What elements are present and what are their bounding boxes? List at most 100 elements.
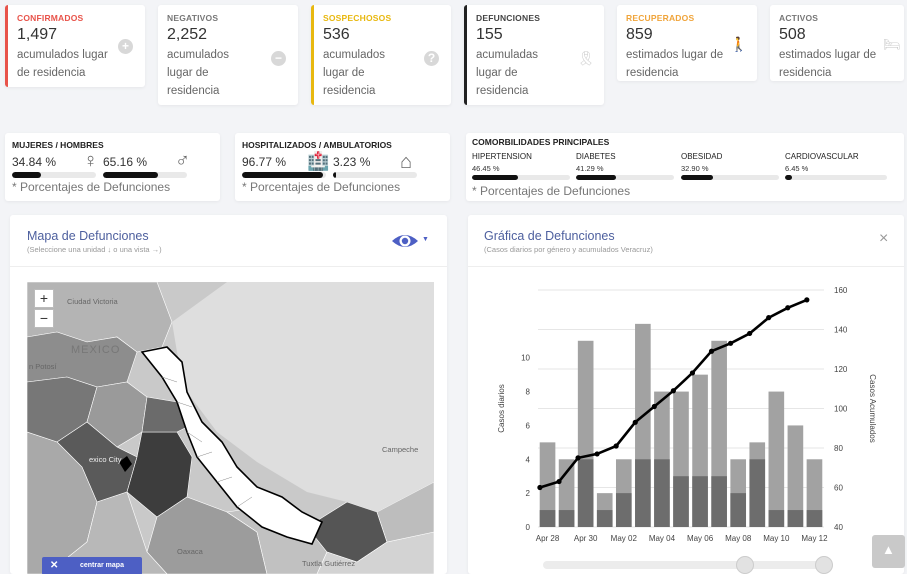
bar-lower — [615, 493, 632, 527]
women-bar — [12, 172, 96, 178]
cumulative-point — [785, 305, 791, 311]
chart-svg: 40 60 80 100 120 140 160 0 2 4 6 8 10 Apr 28 Apr 30 May… — [497, 286, 877, 543]
walking-icon: 🚶 — [730, 36, 748, 52]
zoom-in-button[interactable]: + — [34, 289, 54, 308]
y-left-tick-label: 2 — [526, 489, 531, 498]
y-right-tick-label: 60 — [834, 484, 843, 493]
bar-lower — [768, 510, 785, 527]
stat-card-sospechosos[interactable]: SOSPECHOSOS 536 acumulados lugar de resi… — [311, 5, 451, 105]
comorbidity-pct: 41.29 % — [576, 164, 604, 173]
bar-lower — [806, 510, 823, 527]
stat-card-negativos[interactable]: NEGATIVOS 2,252 acumulados lugar de resi… — [158, 5, 298, 105]
minus-circle-icon: − — [271, 51, 286, 66]
cumulative-point — [766, 315, 772, 321]
hospital-icon: 🏥 — [307, 151, 330, 171]
bar-lower — [749, 459, 766, 527]
gender-card: MUJERES / HOMBRES 34.84 % ♀ 65.16 % ♂ * … — [5, 133, 220, 201]
map-canvas[interactable]: Ciudad Victoria MEXICO n Potosí exico Ci… — [27, 282, 434, 574]
bar-lower — [596, 510, 613, 527]
stat-label: CONFIRMADOS — [17, 13, 84, 23]
stat-sub: acumuladas lugar de residencia — [476, 49, 539, 97]
hosp-bar-fill — [242, 172, 324, 178]
cumulative-point — [651, 403, 657, 410]
stat-card-recuperados[interactable]: RECUPERADOS 859 estimados lugar de resid… — [617, 5, 757, 81]
y-right-axis-title: Casos Acumulados — [868, 374, 877, 442]
center-map-button[interactable]: ✕ centrar mapa — [42, 557, 142, 574]
y-right-tick-label: 120 — [834, 365, 848, 374]
cumulative-point — [575, 455, 581, 461]
map-label-mexico: MEXICO — [71, 344, 121, 356]
cumulative-point — [537, 484, 543, 491]
cumulative-point — [670, 388, 676, 394]
chart-subtitle: (Casos diarios por género y acumulados V… — [484, 245, 653, 254]
view-selector[interactable]: ▼ — [390, 231, 432, 253]
y-left-axis-title: Casos diarios — [497, 384, 506, 432]
stat-card-confirmados[interactable]: CONFIRMADOS 1,497 acumulados lugar de re… — [5, 5, 145, 87]
comorbidity-bar — [576, 175, 674, 180]
plus-circle-icon: + — [118, 39, 133, 54]
comorbidity-label: OBESIDAD — [681, 152, 723, 161]
cumulative-point — [689, 370, 696, 376]
comorbidities-title: COMORBILIDADES PRINCIPALES — [472, 137, 610, 147]
amb-pct: 3.23 % — [333, 155, 371, 169]
y-right-tick-label: 80 — [834, 444, 843, 453]
stat-label: RECUPERADOS — [626, 13, 695, 23]
comorbidity-pct: 32.90 % — [681, 164, 709, 173]
comorbidity-bar — [785, 175, 887, 180]
bar-lower — [577, 459, 594, 527]
cumulative-point — [594, 451, 600, 457]
bar-total — [787, 425, 804, 527]
scroll-top-button[interactable]: ▲ — [872, 535, 905, 568]
close-icon[interactable]: × — [879, 230, 889, 247]
men-bar — [103, 172, 187, 178]
map-label-victoria: Ciudad Victoria — [67, 297, 118, 306]
comorbidities-note: * Porcentajes de Defunciones — [472, 184, 631, 198]
hospital-title: HOSPITALIZADOS / AMBULATORIOS — [242, 140, 392, 150]
y-right-tick-label: 40 — [834, 523, 843, 532]
x-tick-label: May 10 — [763, 534, 790, 543]
bed-icon: 🛏 — [883, 36, 901, 52]
hospital-card: HOSPITALIZADOS / AMBULATORIOS 96.77 % 🏥 … — [235, 133, 450, 201]
y-right-tick-label: 160 — [834, 286, 848, 295]
comorbidity-label: CARDIOVASCULAR — [785, 152, 859, 161]
crosshair-icon: ✕ — [50, 560, 59, 571]
y-left-tick-label: 8 — [526, 388, 531, 397]
bar-total — [768, 391, 785, 527]
comorbidities-card: COMORBILIDADES PRINCIPALES HIPERTENSION … — [466, 133, 904, 201]
stat-card-activos[interactable]: ACTIVOS 508 estimados lugar de residenci… — [770, 5, 904, 81]
female-icon: ♀ — [83, 150, 98, 172]
y-right-tick-label: 100 — [834, 405, 848, 414]
cumulative-point — [804, 297, 810, 303]
map-label-oaxaca: Oaxaca — [177, 547, 203, 556]
hospital-note: * Porcentajes de Defunciones — [242, 180, 401, 194]
stat-value: 508 — [779, 26, 806, 43]
cumulative-point — [747, 330, 753, 337]
chevron-up-icon: ▲ — [882, 542, 895, 557]
stat-label: DEFUNCIONES — [476, 13, 541, 23]
map-title: Mapa de Defunciones — [27, 229, 149, 243]
range-slider[interactable] — [543, 556, 833, 574]
y-left-tick-label: 0 — [526, 523, 531, 532]
comorbidity-label: DIABETES — [576, 152, 616, 161]
stat-value: 536 — [323, 26, 350, 43]
stat-card-defunciones[interactable]: DEFUNCIONES 155 acumuladas lugar de resi… — [464, 5, 604, 105]
chart-title: Gráfica de Defunciones — [484, 229, 615, 243]
comorbidity-bar-fill — [785, 175, 792, 180]
stat-sub: acumulados lugar de residencia — [17, 49, 108, 79]
y-right-tick-label: 140 — [834, 326, 848, 335]
stat-value: 2,252 — [167, 26, 208, 43]
women-pct: 34.84 % — [12, 155, 57, 169]
comorbidity-bar-fill — [681, 175, 714, 180]
zoom-out-button[interactable]: − — [34, 309, 54, 328]
hosp-bar — [242, 172, 326, 178]
bar-lower — [558, 510, 575, 527]
bar-lower — [635, 459, 651, 527]
stat-value: 155 — [476, 26, 503, 43]
men-bar-fill — [103, 172, 158, 178]
amb-bar-fill — [333, 172, 336, 178]
range-handle-right[interactable] — [815, 556, 833, 574]
stat-sub: estimados lugar de residencia — [626, 49, 724, 79]
range-handle-left[interactable] — [736, 556, 754, 574]
x-tick-label: May 12 — [801, 534, 828, 543]
stat-label: NEGATIVOS — [167, 13, 219, 23]
